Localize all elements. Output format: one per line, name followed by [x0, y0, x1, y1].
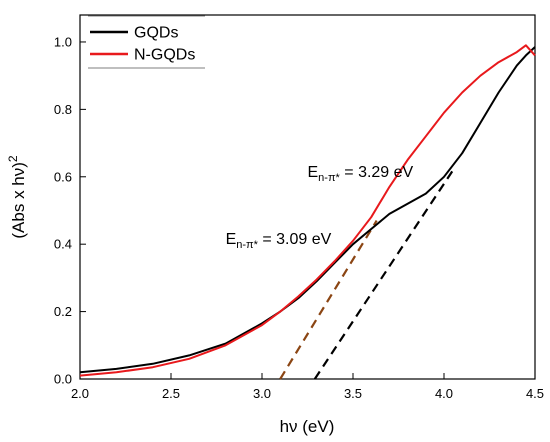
x-tick-label-0: 2.0 — [71, 386, 89, 401]
series-line-gqds — [79, 46, 536, 374]
legend-label-gqds: GQDs — [134, 25, 178, 42]
x-tick-label-5: 4.5 — [526, 386, 544, 401]
x-axis-title: hν (eV) — [280, 417, 335, 436]
band-gap-annotation-0: En-π* = 3.29 eV — [308, 164, 414, 184]
tangent-lines — [279, 169, 455, 380]
y-tick-label-4: 0.8 — [54, 102, 72, 117]
y-tick-label-3: 0.6 — [54, 169, 72, 184]
y-tick-label-5: 1.0 — [54, 34, 72, 49]
x-tick-label-4: 4.0 — [435, 386, 453, 401]
tangent-line-0 — [279, 220, 378, 380]
axis-ticks: 2.0 2.5 3.0 3.5 4.0 4.5 0.0 0.2 0.4 0.6 0.8 1.0 — [54, 34, 544, 401]
y-tick-label-1: 0.2 — [54, 304, 72, 319]
annotations: En-π* = 3.29 eV En-π* = 3.09 eV — [226, 164, 414, 251]
band-gap-annotation-1: En-π* = 3.09 eV — [226, 231, 332, 251]
x-tick-label-1: 2.5 — [162, 386, 180, 401]
x-tick-label-3: 3.5 — [344, 386, 362, 401]
tangent-line-1 — [313, 169, 455, 380]
y-axis-title: (Abs x hν)2 — [6, 155, 28, 239]
legend-label-n-gqds: N-GQDs — [134, 47, 195, 64]
plot-frame — [79, 14, 536, 380]
legend: GQDs N-GQDs — [88, 15, 205, 69]
series-lines — [79, 44, 536, 377]
y-tick-label-2: 0.4 — [54, 237, 72, 252]
y-tick-label-0: 0.0 — [54, 372, 72, 387]
x-tick-label-2: 3.0 — [253, 386, 271, 401]
series-line-n-gqds — [79, 44, 536, 377]
